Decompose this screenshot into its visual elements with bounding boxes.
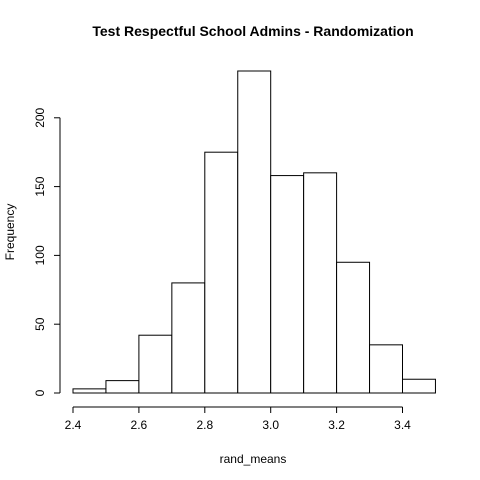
histogram-bar-1 [105,380,140,394]
histogram-bar-0 [72,388,107,394]
histogram-bar-7 [303,172,338,394]
y-tick-label-2: 100 [33,245,47,265]
y-tick-label-1: 50 [33,317,47,331]
bars-group [72,70,436,394]
x-tick-label-0: 2.4 [65,418,82,432]
histogram-bar-5 [237,70,272,394]
histogram-bar-3 [171,282,206,394]
histogram-bar-10 [402,378,436,394]
x-tick-label-5: 3.4 [394,418,411,432]
y-axis: 0 50 100 150 200 [33,107,61,396]
chart-title: Test Respectful School Admins - Randomiz… [92,23,413,39]
x-tick-label-1: 2.6 [131,418,148,432]
histogram-bar-6 [270,175,305,394]
histogram-bar-2 [138,334,173,394]
y-tick-label-4: 200 [33,107,47,127]
x-tick-label-4: 3.2 [328,418,345,432]
histogram-bar-4 [204,151,239,394]
histogram-bar-8 [336,261,371,394]
x-tick-label-2: 2.8 [196,418,213,432]
y-tick-label-0: 0 [33,389,47,396]
x-axis-label: rand_means [220,452,287,466]
x-tick-label-3: 3.0 [262,418,279,432]
x-axis: 2.4 2.6 2.8 3.0 3.2 3.4 [65,406,411,432]
y-axis-label: Frequency [3,204,17,261]
y-tick-label-3: 150 [33,176,47,196]
histogram-bar-9 [369,344,403,394]
